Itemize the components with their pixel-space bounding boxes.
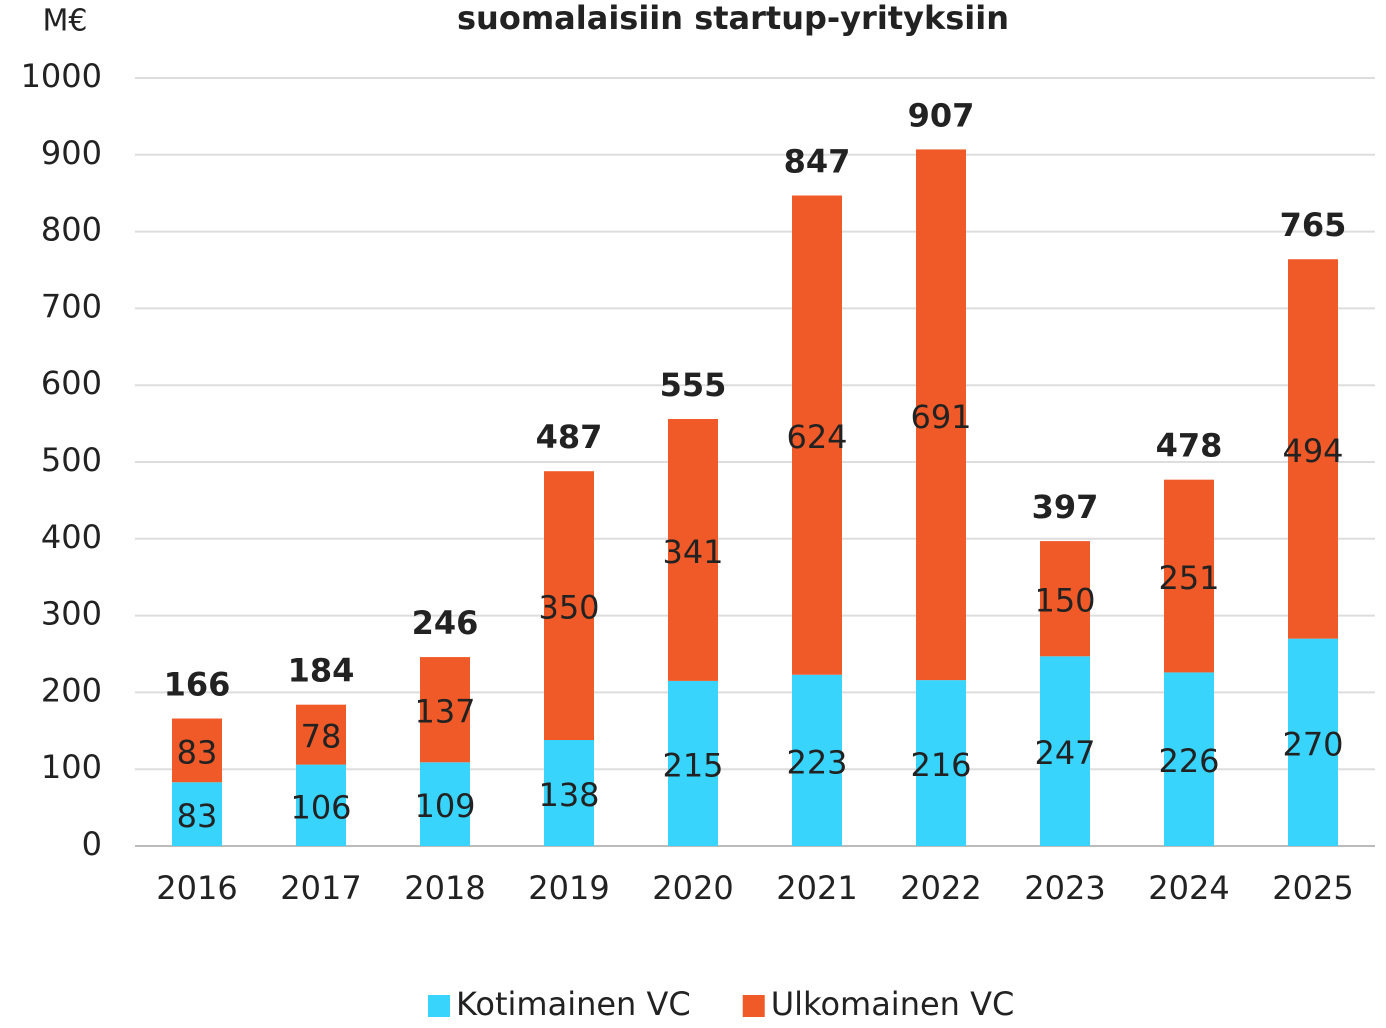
y-tick-label: 700 — [41, 287, 102, 325]
y-axis-label: M€ — [43, 4, 88, 39]
value-label: 251 — [1158, 559, 1219, 597]
value-label: 223 — [786, 743, 847, 781]
y-tick-label: 600 — [41, 364, 102, 402]
value-label: 106 — [290, 788, 351, 826]
bar-segment — [1040, 656, 1090, 846]
bar-segment — [792, 674, 842, 846]
total-label: 907 — [908, 96, 975, 134]
x-tick-label: 2020 — [652, 869, 733, 907]
value-label: 270 — [1282, 725, 1343, 763]
total-label: 246 — [412, 604, 479, 642]
value-label: 215 — [662, 746, 723, 784]
bar-segment — [1164, 479, 1214, 673]
value-label: 78 — [301, 718, 342, 756]
value-label: 109 — [414, 787, 475, 825]
total-label: 184 — [288, 652, 355, 690]
bar-segment — [1164, 672, 1214, 846]
y-tick-label: 900 — [41, 134, 102, 172]
y-tick-label: 0 — [82, 825, 102, 863]
value-label: 247 — [1034, 734, 1095, 772]
total-label: 397 — [1032, 488, 1099, 526]
x-tick-label: 2019 — [528, 869, 609, 907]
legend-swatch — [742, 995, 765, 1017]
value-label: 83 — [177, 733, 218, 771]
bar-segment — [1288, 638, 1338, 846]
x-tick-label: 2025 — [1272, 869, 1353, 907]
y-tick-label: 400 — [41, 518, 102, 556]
x-tick-label: 2017 — [280, 869, 361, 907]
bar-segment — [420, 762, 470, 846]
bar-segment — [172, 782, 222, 846]
value-label: 138 — [538, 776, 599, 814]
bar-segment — [916, 149, 966, 681]
value-label: 494 — [1282, 432, 1343, 470]
y-tick-label: 500 — [41, 441, 102, 479]
x-tick-label: 2021 — [776, 869, 857, 907]
bar-segment — [668, 418, 718, 681]
bar-segment — [544, 471, 594, 741]
bar-segment — [792, 195, 842, 675]
value-label: 350 — [538, 589, 599, 627]
y-tick-label: 200 — [41, 671, 102, 709]
total-label: 847 — [784, 143, 851, 181]
x-tick-label: 2023 — [1024, 869, 1105, 907]
total-label: 478 — [1156, 427, 1223, 465]
y-tick-label: 1000 — [21, 57, 102, 95]
legend-label: Ulkomainen VC — [771, 985, 1015, 1023]
y-tick-label: 300 — [41, 595, 102, 633]
bar-segment — [296, 704, 346, 765]
value-label: 137 — [414, 693, 475, 731]
value-label: 624 — [786, 418, 847, 456]
bar-segment — [668, 680, 718, 846]
value-label: 150 — [1034, 582, 1095, 620]
value-label: 83 — [177, 797, 218, 835]
x-tick-label: 2016 — [156, 869, 237, 907]
total-label: 555 — [660, 366, 727, 404]
value-label: 216 — [910, 746, 971, 784]
bar-segment — [1288, 259, 1338, 639]
legend-label: Kotimainen VC — [456, 985, 691, 1023]
bar-segment — [296, 764, 346, 846]
total-label: 166 — [164, 666, 231, 704]
value-label: 691 — [910, 398, 971, 436]
bar-segment — [544, 740, 594, 846]
bar-segment — [420, 657, 470, 763]
value-label: 226 — [1158, 742, 1219, 780]
bar-segment — [916, 680, 966, 846]
total-label: 487 — [536, 418, 603, 456]
bar-segment — [172, 718, 222, 783]
x-tick-label: 2018 — [404, 869, 485, 907]
value-label: 341 — [662, 533, 723, 571]
y-tick-label: 800 — [41, 211, 102, 249]
x-tick-label: 2022 — [900, 869, 981, 907]
total-label: 765 — [1280, 206, 1347, 244]
bar-segment — [1040, 541, 1090, 657]
y-tick-label: 100 — [41, 748, 102, 786]
chart-title: suomalaisiin startup-yrityksiin — [457, 0, 1009, 37]
legend-swatch — [428, 995, 450, 1017]
x-tick-label: 2024 — [1148, 869, 1229, 907]
